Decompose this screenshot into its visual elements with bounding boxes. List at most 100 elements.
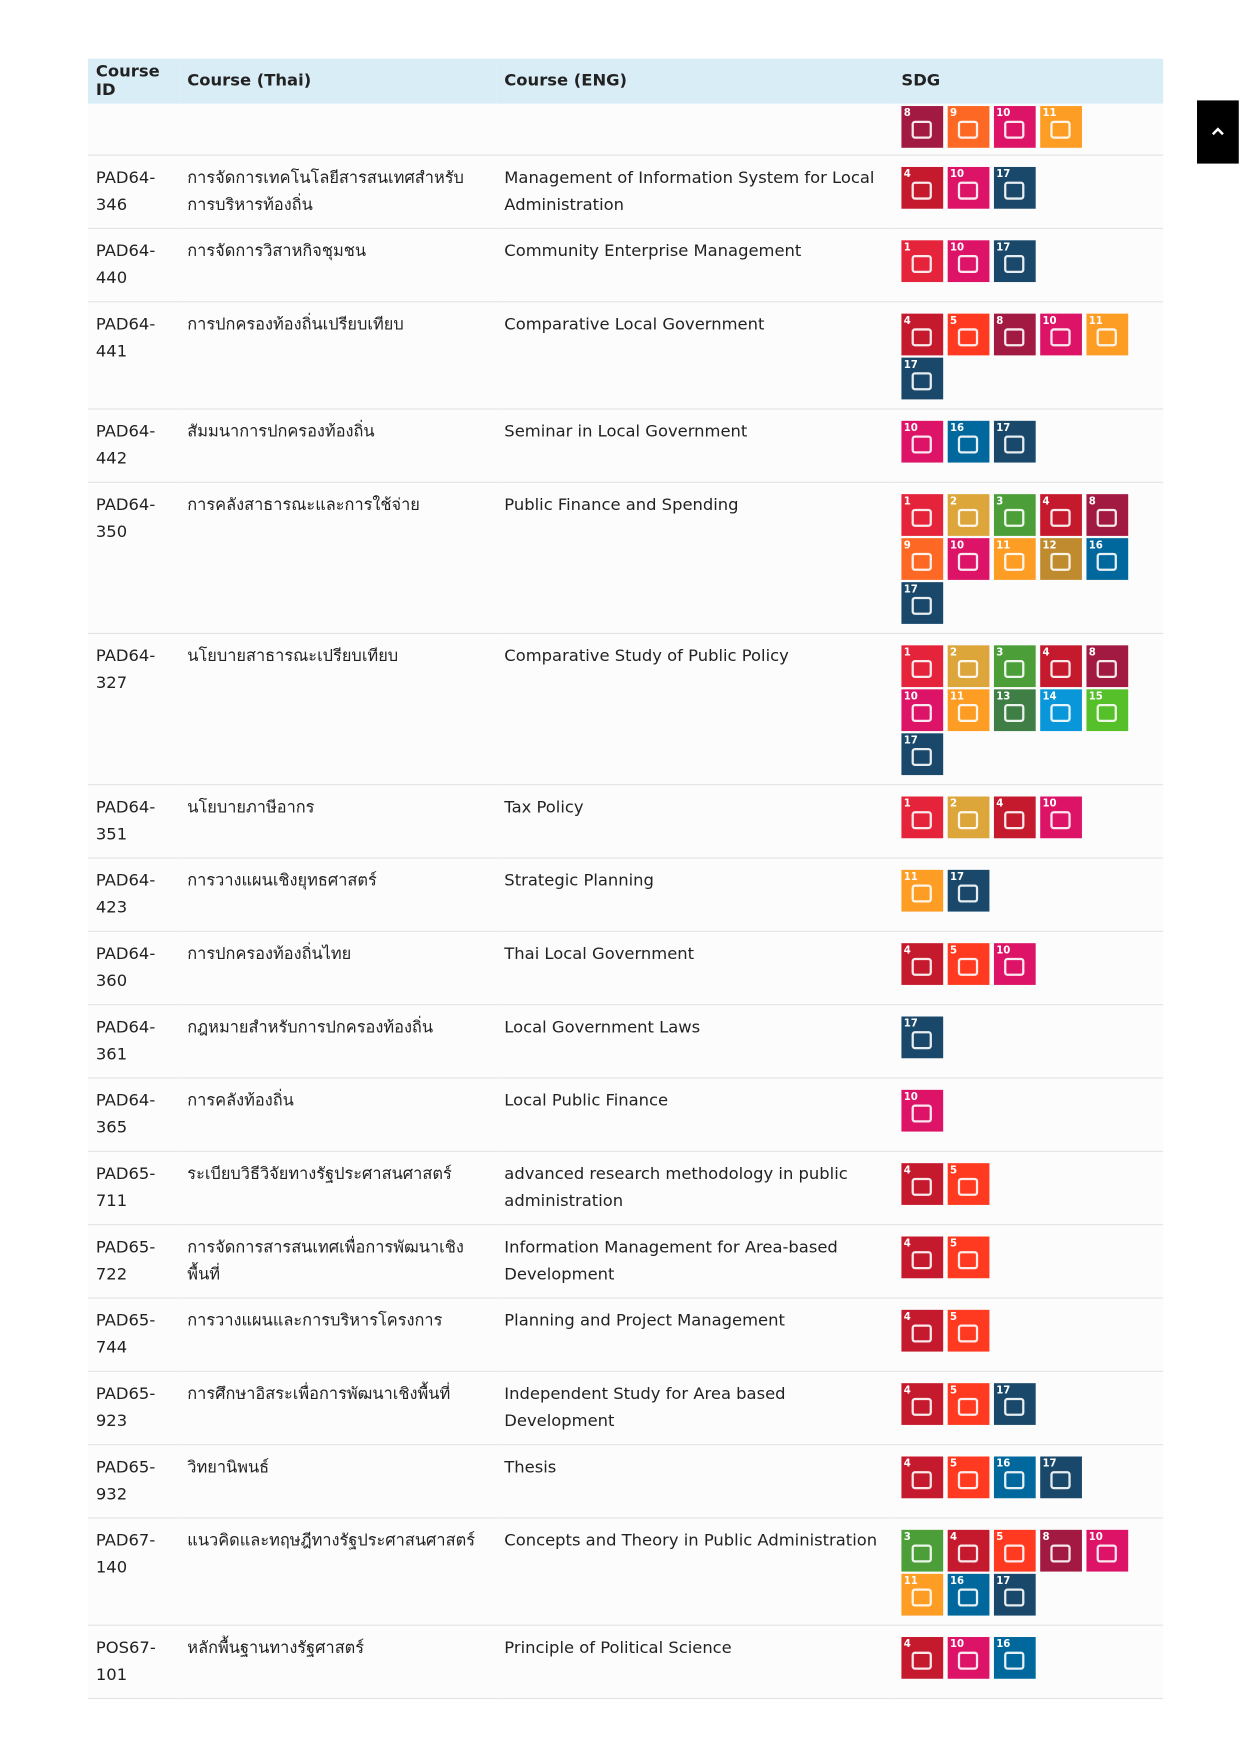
sdg-glyph (1096, 1544, 1117, 1563)
cell-thai: การคลังท้องถิ่น (179, 1077, 497, 1152)
cell-eng: Planning and Project Management (496, 1297, 894, 1372)
sdg-glyph (1096, 328, 1117, 347)
cell-id (87, 103, 180, 156)
sdg-number: 4 (903, 315, 911, 328)
sdg-glyph (911, 1588, 932, 1607)
sdg-glyph (957, 1177, 979, 1196)
sdg-icon: 17 (993, 1573, 1036, 1616)
sdg-icon: 16 (947, 420, 990, 463)
sdg-number: 4 (903, 1312, 911, 1324)
sdg-glyph (1050, 120, 1071, 139)
sdg-number: 17 (903, 735, 918, 747)
sdg-icon: 11 (1086, 313, 1129, 356)
cell-thai: สัมมนาการปกครองท้องถิ่น (179, 408, 497, 483)
sdg-icon: 4 (901, 943, 944, 985)
cell-sdg: 17 (893, 1004, 1164, 1079)
sdg-number: 5 (949, 945, 958, 957)
cell-eng: Tax Policy (496, 784, 894, 859)
cell-id: PAD65-932 (87, 1444, 180, 1519)
table-row: PAD65-722 การจัดการสารสนเทศเพื่อการพัฒนาเ… (87, 1224, 1164, 1299)
sdg-icon: 17 (901, 357, 944, 400)
sdg-number: 1 (903, 242, 911, 254)
sdg-glyph (957, 1544, 979, 1563)
cell-id: PAD67-140 (87, 1517, 180, 1626)
sdg-icon: 2 (947, 796, 990, 839)
sdg-glyph (911, 1324, 932, 1343)
sdg-icon: 8 (1086, 645, 1129, 688)
sdg-icon: 4 (1040, 494, 1082, 536)
sdg-number: 4 (903, 1165, 911, 1177)
sdg-glyph (911, 957, 932, 976)
sdg-glyph (1050, 508, 1071, 527)
sdg-glyph (957, 659, 979, 679)
sdg-glyph (911, 596, 932, 615)
sdg-glyph (957, 1324, 979, 1343)
sdg-icon: 14 (1040, 689, 1082, 732)
back-to-top-button[interactable] (1197, 100, 1239, 164)
sdg-number: 15 (1088, 691, 1103, 703)
sdg-glyph (911, 181, 932, 200)
sdg-icon: 9 (947, 106, 990, 148)
cell-eng: Public Finance and Spending (496, 482, 894, 635)
sdg-glyph (957, 703, 979, 723)
sdg-icon: 10 (901, 420, 944, 463)
sdg-number: 10 (949, 540, 965, 552)
sdg-number: 4 (996, 798, 1004, 811)
sdg-number: 10 (949, 242, 965, 254)
sdg-icon: 10 (1040, 796, 1082, 839)
table-row: PAD67-140 แนวคิดและทฤษฎีทางรัฐประศาสนศาสต… (87, 1517, 1164, 1626)
table-row: PAD64-327 นโยบายสาธารณะเปรียบเทียบ Compara… (87, 633, 1164, 786)
sdg-icon: 13 (993, 689, 1036, 732)
cell-thai: การจัดการสารสนเทศเพื่อการพัฒนาเชิงพื้นที… (179, 1224, 497, 1299)
cell-id: PAD64-360 (87, 931, 180, 1006)
sdg-icon: 4 (901, 1456, 944, 1499)
cell-id: PAD64-351 (87, 784, 180, 859)
sdg-icon: 17 (993, 240, 1036, 283)
sdg-glyph (1004, 254, 1025, 274)
sdg-glyph (911, 659, 932, 679)
sdg-number: 2 (949, 647, 958, 659)
sdg-number: 8 (1042, 1532, 1050, 1544)
sdg-number: 17 (903, 359, 918, 372)
sdg-number: 5 (949, 1458, 958, 1471)
sdg-icon: 8 (1040, 1529, 1082, 1572)
sdg-glyph (1004, 120, 1025, 139)
sdg-icon: 10 (1040, 313, 1082, 356)
sdg-icon: 16 (993, 1637, 1036, 1679)
sdg-number: 2 (949, 496, 958, 508)
sdg-icon: 10 (947, 240, 990, 283)
table-row: PAD65-711 ระเบียบวิธีวิจัยทางรัฐประศาสนศา… (87, 1151, 1164, 1226)
cell-sdg: 11 17 (893, 857, 1164, 932)
sdg-glyph (1004, 1471, 1025, 1490)
sdg-glyph (911, 1104, 932, 1123)
cell-sdg: 4 5 17 (893, 1371, 1164, 1446)
table-row: PAD65-744 การวางแผนและการบริหารโครงการ Pla… (87, 1297, 1164, 1372)
sdg-glyph (1004, 181, 1025, 200)
sdg-glyph (911, 1031, 932, 1050)
cell-eng: Local Public Finance (496, 1077, 894, 1152)
sdg-icon: 5 (947, 1236, 990, 1279)
cell-eng: Local Government Laws (496, 1004, 894, 1079)
sdg-number: 8 (996, 315, 1004, 328)
sdg-number: 16 (996, 1639, 1011, 1651)
sdg-glyph (911, 508, 932, 527)
sdg-number: 11 (1088, 315, 1103, 328)
cell-thai: การคลังสาธารณะและการใช้จ่าย (179, 482, 497, 635)
cell-thai: การปกครองท้องถิ่นไทย (179, 931, 497, 1006)
sdg-number: 16 (1088, 540, 1103, 552)
sdg-icon: 10 (947, 1637, 990, 1679)
sdg-number: 1 (903, 647, 911, 659)
sdg-number: 17 (996, 1385, 1011, 1397)
sdg-number: 11 (903, 1576, 918, 1588)
sdg-glyph (911, 552, 932, 571)
sdg-number: 14 (1042, 691, 1057, 703)
sdg-glyph (1004, 957, 1025, 976)
sdg-number: 10 (949, 169, 965, 181)
sdg-icons: 10 16 17 (901, 419, 1132, 463)
sdg-icon: 10 (993, 106, 1036, 148)
header-cell: Course ID (87, 58, 180, 104)
sdg-number: 10 (949, 1639, 965, 1651)
